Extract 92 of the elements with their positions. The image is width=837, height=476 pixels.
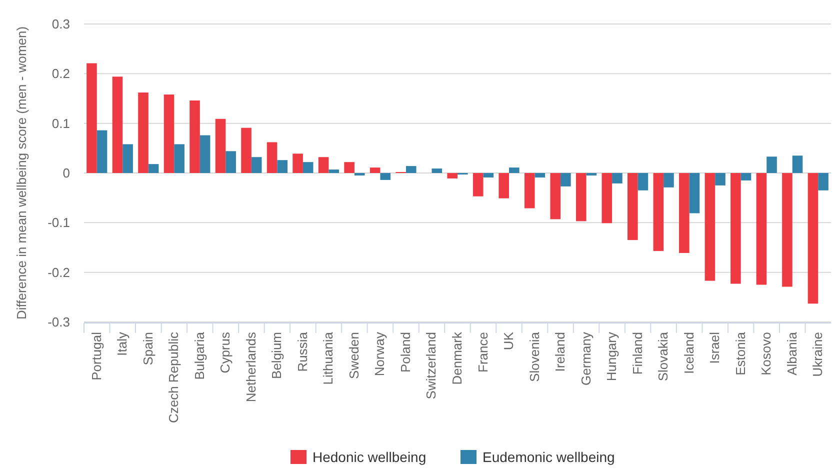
bar [612,173,622,184]
bar [380,173,391,180]
x-tick-label: Cyprus [218,332,233,374]
bar [370,168,380,173]
x-tick-label: Belgium [269,332,284,379]
y-tick-label: -0.3 [48,314,70,330]
y-axis-title: Difference in mean wellbeing score (men - women) [14,26,29,320]
bar [653,173,664,251]
x-tick-label: Poland [398,332,413,372]
x-tick-label: Netherlands [243,332,258,402]
x-tick-label: Russia [294,331,310,372]
x-tick-label: Germany [578,332,594,386]
bar [740,173,752,180]
bar [292,154,303,173]
bar [251,157,262,173]
bar [818,173,828,190]
x-tick-label: Slovenia [526,331,542,382]
x-tick-label: Ireland [552,332,568,372]
x-tick-label: Finland [630,332,645,375]
bar [534,173,546,178]
x-tick-label: UK [501,332,516,350]
legend-label: Eudemonic wellbeing [482,448,615,465]
bar [344,162,354,173]
bar [174,144,184,173]
bar [122,144,133,173]
bar [704,173,716,281]
bar [200,135,210,173]
x-tick-label: Sweden [346,332,362,379]
bar [96,130,108,173]
bar [277,160,288,173]
bar [792,156,803,173]
x-tick-label: Israel [707,332,722,364]
bar [498,173,510,198]
bar [638,173,648,190]
bar [86,63,97,173]
bar [226,151,236,173]
x-tick-label: Kosovo [758,332,774,376]
bar [689,173,700,214]
x-tick-label: Lithuania [320,331,336,385]
x-tick-label: Hungary [604,332,620,382]
bar [782,173,792,287]
bar [808,173,818,304]
bar [628,173,638,240]
bar [560,173,571,186]
bar [715,173,726,186]
bar [241,128,252,173]
y-tick-label: -0.1 [48,215,70,230]
bar [406,166,416,173]
bar [509,168,520,173]
bar [756,173,767,285]
bar [190,100,200,173]
bar [318,157,329,173]
x-tick-label: Spain [140,332,156,366]
x-tick-label: France [475,332,490,372]
x-tick-label: Ukraine [810,332,826,377]
y-tick-label: 0.2 [52,66,70,82]
x-tick-label: Italy [114,332,130,356]
bar [664,173,674,188]
x-tick-label: Estonia [732,331,748,376]
y-tick-label: 0 [62,166,70,181]
x-tick-label: Slovakia [656,331,671,382]
bar [447,173,458,178]
bar [112,76,123,173]
x-tick-label: Switzerland [424,332,439,400]
bar [602,173,612,224]
x-tick-label: Norway [372,332,388,376]
bar [302,162,314,173]
bar [576,173,586,222]
x-tick-label: Albania [784,331,800,376]
bar [483,173,494,178]
bar [148,164,159,173]
bar [472,173,484,196]
bar [550,173,561,220]
x-tick-label: Portugal [88,332,104,380]
bar [524,173,535,208]
bar [138,92,148,173]
bar [164,94,174,173]
bar [266,142,278,173]
x-tick-label: Denmark [450,332,464,385]
y-tick-label: 0.1 [52,116,70,131]
legend-label: Hedonic wellbeing [312,448,426,465]
bar [679,173,690,253]
y-tick-label: -0.2 [48,264,70,280]
y-tick-label: 0.3 [52,16,70,32]
bar [215,118,226,173]
x-tick-label: Bulgaria [192,331,207,380]
bar [432,168,442,173]
bar [730,173,741,284]
x-tick-label: Czech Republic [166,332,182,424]
bar [766,156,777,173]
x-tick-label: Iceland [681,332,696,374]
bar [328,170,340,173]
